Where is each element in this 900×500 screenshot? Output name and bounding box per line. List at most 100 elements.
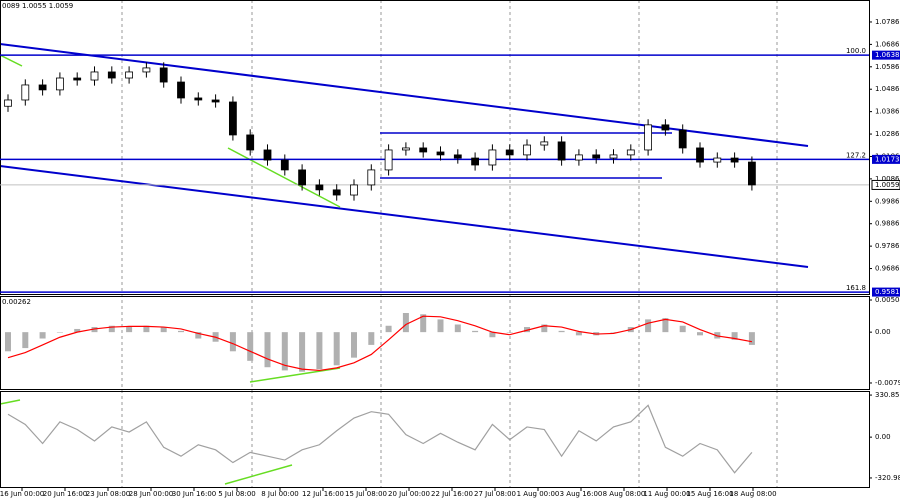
macd-header: 0.00262 [2,298,31,306]
drawings [0,43,809,485]
x-tick-label: 15 Aug 16:00 [686,490,733,498]
macd-bar [420,314,427,333]
x-tick-label: 23 Jun 08:00 [86,490,130,498]
macd-bar [748,332,755,345]
current-price-box [871,179,900,190]
macd-bar [126,327,133,333]
x-tick-label: 20 Jul 00:00 [388,490,430,498]
level-box [872,50,900,60]
grid [121,0,778,488]
macd-bar [368,332,375,345]
macd-bar [160,327,167,333]
candle-body [298,169,307,186]
candle-body [211,99,220,103]
macd-bar [74,328,81,333]
macd-bar [143,325,150,333]
x-tick-label: 22 Jul 16:00 [431,490,473,498]
macd-bar [610,332,617,333]
x-tick-label: 5 Jul 08:00 [218,490,256,498]
x-tick-label: 11 Aug 00:00 [643,490,690,498]
x-tick-label: 30 Jun 16:00 [172,490,216,498]
candle-body [142,67,151,73]
price-header: 0089 1.0055 1.0059 [2,2,73,10]
macd-bar [178,330,184,333]
macd-bar [316,332,323,370]
macd-bar [299,332,306,372]
macd-bar [22,332,29,349]
macd-frame [0,296,870,390]
macd-bar [541,324,548,333]
candle-body [609,154,618,159]
candle-body [38,84,47,91]
macd-bar [679,325,686,333]
y-tick-label: 1.0586 [875,63,900,71]
x-tick-label: 3 Aug 16:00 [560,490,603,498]
x-tick-label: 8 Jul 00:00 [261,490,299,498]
candle-body [159,67,168,83]
macd-bar [402,313,409,333]
macd-signal [7,315,753,372]
candle-body [384,149,393,171]
y-tick-label: 0.00 [875,328,891,336]
y-tick-label: 0.9886 [875,220,900,228]
level-name: 100.0 [846,47,866,55]
candle-body [575,154,583,161]
candle-body [73,77,82,81]
macd-bar [229,332,236,352]
candle-body [246,134,255,151]
x-tick-label: 20 Jun 16:00 [43,490,87,498]
candle-body [557,141,566,161]
y-tick-label: 1.0486 [875,85,900,93]
candle-body [332,189,341,196]
x-tick-label: 12 Jul 16:00 [302,490,344,498]
candle-body [419,147,428,153]
current-price-label: 1.0059 [875,181,900,189]
y-tick-label: 0.00504 [875,296,900,304]
y-tick-label: 1.0786 [875,18,900,26]
level-box [872,154,900,164]
candle-body [21,84,30,101]
macd-bar [91,327,98,333]
candle-body [125,71,133,79]
y-tick-label: 330.8524 [875,391,900,399]
candle-body [540,141,549,146]
macd-bar [697,332,703,336]
x-tick-label: 8 Aug 08:00 [603,490,646,498]
macd-bar [489,332,496,338]
y-tick-label: 1.0386 [875,108,900,116]
y-tick-label: 0.9786 [875,242,900,250]
candle-body [713,157,722,163]
macd-bar [575,332,582,336]
candle-body [730,157,739,163]
level-label: 1.0638 [875,51,900,59]
y-tick-label: -320.985 [875,474,900,482]
macd-bar [281,332,288,371]
y-tick-label: 1.0686 [875,40,900,48]
candle-body [436,151,445,156]
candle-body [505,149,514,156]
candle-body [107,71,116,79]
y-tick-label: 1.0286 [875,130,900,138]
macd-bar [39,332,46,339]
level-label: 0.9581 [875,288,900,296]
macd-bar [195,332,202,339]
candle-body [263,149,272,161]
candle-body [453,154,462,159]
y-tick-label: -0.00797 [875,379,900,387]
y-tick-label: 0.00 [875,433,891,441]
candle-body [350,184,358,196]
macd-bar [5,332,11,352]
macd-bar [731,332,738,340]
x-tick-label: 1 Aug 00:00 [517,490,560,498]
macd-bar [662,318,669,333]
cci-line [7,404,753,474]
candle-body [177,81,185,99]
y-tick-label: 0.9986 [875,197,900,205]
macd-bar [385,325,392,333]
macd-bar [454,324,461,333]
candle-body [696,147,704,163]
candle-body [315,184,324,191]
macd-bar [264,332,271,368]
macd-bar [108,325,115,333]
